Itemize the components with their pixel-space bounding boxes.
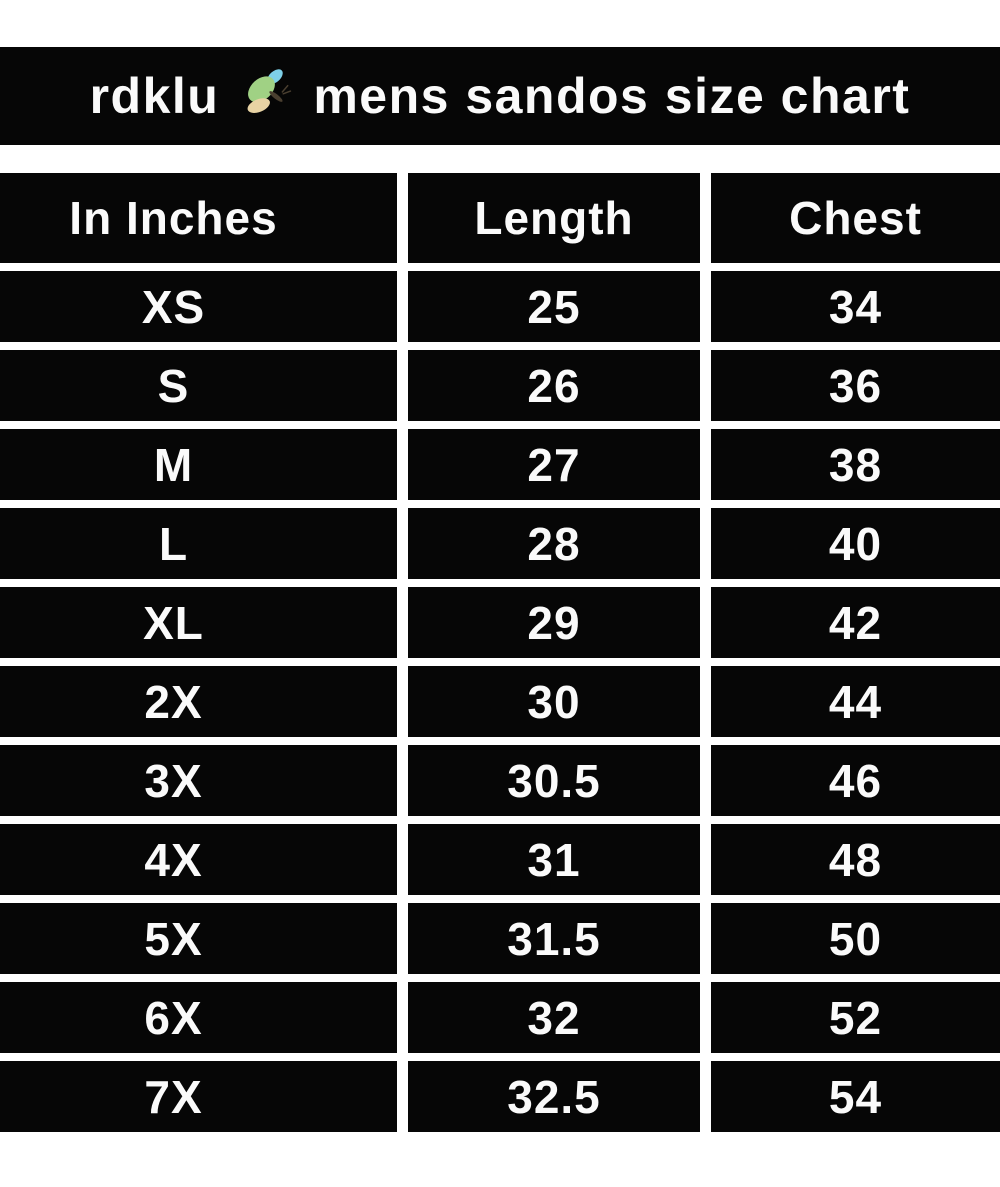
- length-cell: 30.5: [408, 745, 700, 816]
- chest-cell: 42: [711, 587, 1000, 658]
- chest-cell: 50: [711, 903, 1000, 974]
- length-cell: 31: [408, 824, 700, 895]
- chest-cell: 48: [711, 824, 1000, 895]
- size-chart-table: In Inches Length Chest XS 25 34 S 26 36 …: [0, 173, 1000, 1132]
- size-cell: M: [0, 429, 397, 500]
- length-cell: 30: [408, 666, 700, 737]
- chest-cell: 36: [711, 350, 1000, 421]
- size-cell: 5X: [0, 903, 397, 974]
- chest-cell: 54: [711, 1061, 1000, 1132]
- title-bar: rdklu mens sandos size chart: [0, 47, 1000, 145]
- size-cell: 7X: [0, 1061, 397, 1132]
- length-cell: 27: [408, 429, 700, 500]
- chest-cell: 40: [711, 508, 1000, 579]
- column-header-in-inches: In Inches: [0, 173, 397, 263]
- length-cell: 32.5: [408, 1061, 700, 1132]
- size-cell: 4X: [0, 824, 397, 895]
- size-cell: 3X: [0, 745, 397, 816]
- size-cell: XL: [0, 587, 397, 658]
- length-cell: 26: [408, 350, 700, 421]
- column-header-chest: Chest: [711, 173, 1000, 263]
- brand-name: rdklu: [89, 68, 220, 124]
- length-cell: 28: [408, 508, 700, 579]
- chest-cell: 46: [711, 745, 1000, 816]
- chest-cell: 34: [711, 271, 1000, 342]
- chest-cell: 52: [711, 982, 1000, 1053]
- column-header-length: Length: [408, 173, 700, 263]
- chest-cell: 44: [711, 666, 1000, 737]
- length-cell: 31.5: [408, 903, 700, 974]
- size-cell: L: [0, 508, 397, 579]
- chest-cell: 38: [711, 429, 1000, 500]
- length-cell: 32: [408, 982, 700, 1053]
- butterfly-icon: [247, 69, 292, 113]
- length-cell: 25: [408, 271, 700, 342]
- title-text: mens sandos size chart: [313, 68, 911, 124]
- size-cell: XS: [0, 271, 397, 342]
- length-cell: 29: [408, 587, 700, 658]
- size-cell: 2X: [0, 666, 397, 737]
- size-cell: 6X: [0, 982, 397, 1053]
- size-cell: S: [0, 350, 397, 421]
